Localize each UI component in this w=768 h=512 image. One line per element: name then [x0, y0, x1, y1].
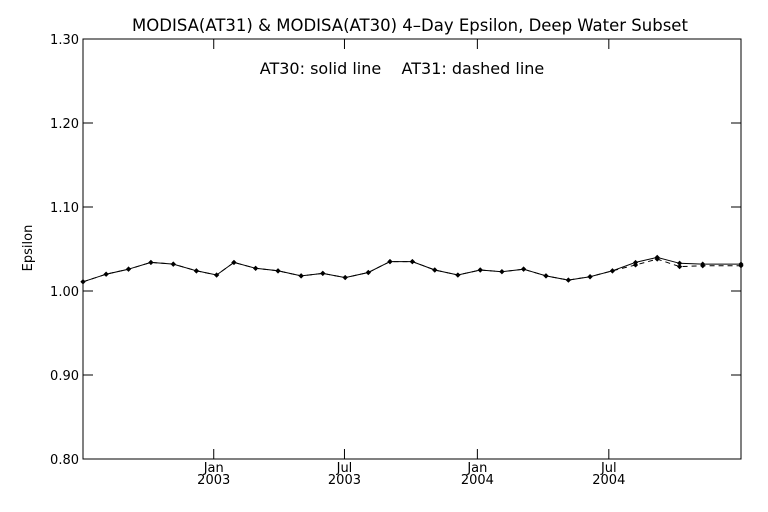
series-at31	[80, 256, 744, 285]
x-tick-label-year: 2003	[197, 473, 230, 488]
x-tick-label-month: Jul	[600, 461, 617, 476]
data-point-at31	[170, 261, 176, 267]
data-point-at31	[677, 264, 683, 270]
data-point-at31	[565, 277, 571, 283]
data-point-at31	[455, 272, 461, 278]
data-point-at31	[253, 265, 259, 271]
data-point-at31	[125, 266, 132, 272]
y-tick-label: 1.00	[50, 285, 79, 300]
y-axis-label: Epsilon	[21, 225, 36, 272]
data-point-at31	[477, 267, 483, 273]
series-layer	[80, 254, 744, 285]
x-tick-label-year: 2004	[592, 473, 625, 488]
data-point-at30	[677, 260, 683, 266]
chart-title: MODISA(AT31) & MODISA(AT30) 4–Day Epsilo…	[132, 16, 688, 35]
x-tick-label-month: Jan	[203, 461, 224, 476]
data-point-at31	[609, 268, 616, 274]
y-tick-label: 1.30	[50, 33, 79, 48]
x-tick-label-year: 2003	[328, 473, 361, 488]
data-point-at31	[365, 269, 371, 276]
y-tick-label: 0.80	[50, 453, 79, 468]
data-point-at31	[214, 272, 220, 278]
x-tick-label-year: 2004	[461, 473, 494, 488]
data-point-at31	[432, 267, 438, 273]
y-tick-label: 1.10	[50, 201, 79, 216]
data-point-at31	[298, 273, 304, 279]
x-tick-label-month: Jan	[466, 461, 487, 476]
data-point-at31	[387, 259, 393, 265]
data-point-at31	[320, 270, 326, 276]
data-point-at31	[499, 269, 505, 275]
data-point-at31	[231, 259, 237, 266]
data-point-at31	[342, 274, 348, 281]
series-line-at31	[82, 258, 741, 283]
data-point-at31	[409, 259, 415, 265]
data-point-at31	[632, 262, 639, 268]
data-point-at31	[103, 271, 109, 277]
data-point-at31	[193, 268, 199, 274]
line-style-note: AT30: solid line AT31: dashed line	[260, 59, 545, 78]
x-tick-label-month: Jul	[336, 461, 353, 476]
data-point-at31	[738, 263, 744, 269]
data-point-at31	[80, 279, 86, 285]
plot-frame	[82, 38, 742, 460]
y-tick-label: 1.20	[50, 117, 79, 132]
data-point-at31	[520, 266, 527, 272]
data-point-at31	[654, 256, 660, 262]
y-tick-label: 0.90	[50, 369, 79, 384]
data-point-at31	[587, 274, 593, 280]
data-point-at31	[700, 263, 706, 269]
y-axis: 0.80 0.90 1.00 1.10 1.20 1.30	[50, 33, 741, 468]
data-point-at31	[148, 259, 154, 266]
data-point-at31	[275, 268, 281, 274]
series-at30	[80, 254, 744, 285]
data-point-at31	[543, 273, 549, 279]
